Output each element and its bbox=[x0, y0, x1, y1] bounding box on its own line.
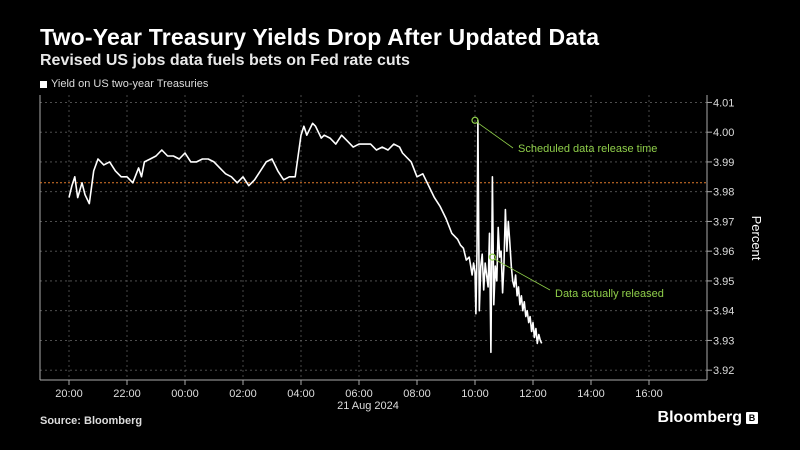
y-tick-label: 3.92 bbox=[713, 365, 734, 377]
annotation-actual-release: Data actually released bbox=[555, 288, 664, 300]
series-layer bbox=[68, 119, 543, 354]
x-tick-label: 02:00 bbox=[229, 388, 257, 400]
brand-name: Bloomberg bbox=[657, 409, 742, 426]
y-tick-label: 4.01 bbox=[713, 97, 734, 109]
scheduled-release-leader bbox=[476, 121, 514, 149]
brand-logo: Bloomberg B bbox=[658, 409, 758, 427]
x-tick-label: 20:00 bbox=[55, 388, 83, 400]
annotation-layer: Scheduled data release time Data actually… bbox=[471, 116, 664, 300]
actual-release-leader bbox=[494, 258, 551, 291]
x-tick-label: 00:00 bbox=[171, 388, 199, 400]
y-tick-label: 3.94 bbox=[713, 306, 734, 318]
x-tick-label: 08:00 bbox=[403, 388, 431, 400]
legend-label: Yield on US two-year Treasuries bbox=[51, 78, 209, 90]
x-tick-label: 12:00 bbox=[519, 388, 547, 400]
y-axis-label: Percent bbox=[749, 216, 764, 261]
x-tick-label: 06:00 bbox=[345, 388, 373, 400]
legend-swatch bbox=[40, 80, 47, 88]
x-tick-label: 04:00 bbox=[287, 388, 315, 400]
chart-subtitle: Revised US jobs data fuels bets on Fed r… bbox=[40, 52, 410, 69]
y-tick-label: 4.00 bbox=[713, 127, 734, 139]
legend: Yield on US two-year Treasuries bbox=[40, 78, 208, 90]
scheduled-release-marker bbox=[471, 116, 479, 124]
y-tick-label: 3.93 bbox=[713, 335, 734, 347]
yield-series-line bbox=[68, 119, 543, 354]
actual-release-marker bbox=[488, 253, 496, 261]
y-tick-label: 3.96 bbox=[713, 246, 734, 258]
axes: 20:00 22:00 00:00 02:00 04:00 06:00 08:00 10:00… bbox=[39, 95, 734, 400]
bloomberg-logo-icon: B bbox=[746, 412, 758, 424]
chart-title: Two-Year Treasury Yields Drop After Upda… bbox=[40, 24, 600, 50]
x-tick-label: 22:00 bbox=[113, 388, 141, 400]
x-tick-label: 14:00 bbox=[577, 388, 605, 400]
y-tick-label: 3.99 bbox=[713, 157, 734, 169]
y-tick-label: 3.97 bbox=[713, 216, 734, 228]
x-axis-date-label: 21 Aug 2024 bbox=[337, 400, 399, 412]
x-tick-label: 10:00 bbox=[461, 388, 489, 400]
y-tick-label: 3.95 bbox=[713, 276, 734, 288]
y-tick-label: 3.98 bbox=[713, 187, 734, 199]
annotation-scheduled-release: Scheduled data release time bbox=[518, 143, 657, 155]
grid bbox=[40, 95, 707, 380]
source-note: Source: Bloomberg bbox=[40, 415, 143, 427]
x-tick-label: 16:00 bbox=[635, 388, 663, 400]
